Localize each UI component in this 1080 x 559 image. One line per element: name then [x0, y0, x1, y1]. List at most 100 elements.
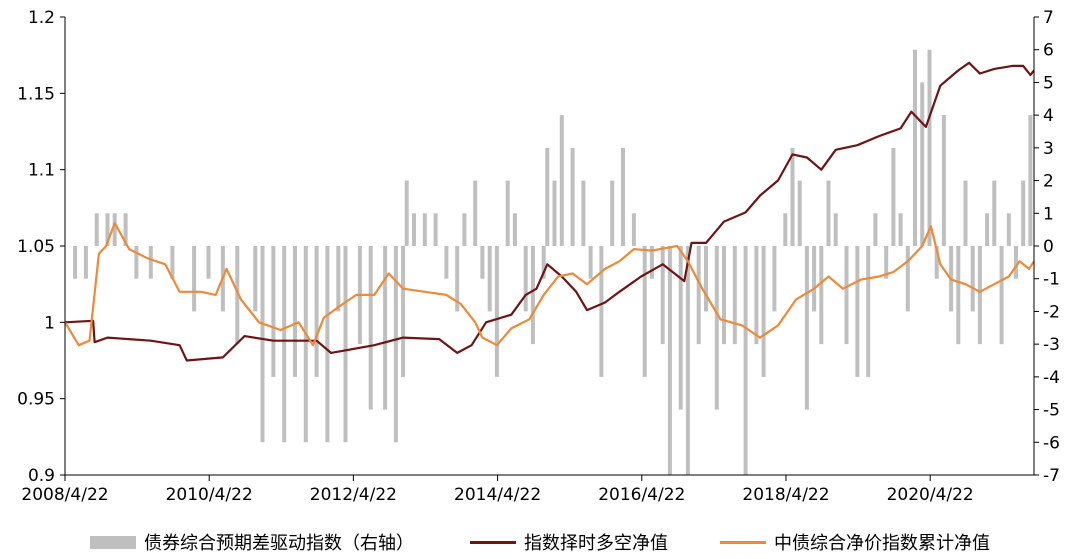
- bar-60: [696, 246, 701, 345]
- bar-83: [898, 213, 903, 246]
- bar-40: [512, 213, 517, 246]
- legend-label-drive-index: 债券综合预期差驱动指数（右轴）: [144, 533, 414, 554]
- legend-swatch-bond-index: [720, 540, 766, 544]
- bar-85: [913, 49, 917, 247]
- x-tick-label-5: 2018/4/22: [742, 485, 829, 505]
- bar-73: [812, 246, 817, 312]
- bar-98: [1006, 213, 1011, 246]
- bar-89: [941, 115, 946, 246]
- bar-61: [704, 246, 708, 312]
- chart-canvas: 0.9 0.95 1 1.05 1.1 1.15 1.2 -7 -6 -5 -4 -3 -2 -1 0 1 2 3…: [17, 8, 1060, 505]
- legend-item-drive-index: 债券综合预期差驱动指数（右轴）: [90, 529, 414, 555]
- bar-51: [610, 180, 615, 246]
- bar-88: [934, 246, 939, 279]
- bar-95: [985, 213, 990, 246]
- bar-16: [282, 246, 287, 443]
- bar-96: [992, 180, 997, 246]
- bar-30: [422, 213, 427, 246]
- bar-39: [505, 180, 510, 246]
- left-tick-label-3: 1.05: [17, 237, 55, 257]
- left-tick-label-1: 0.95: [17, 390, 55, 410]
- bar-91: [956, 246, 961, 345]
- right-tick-label-1: -6: [1043, 433, 1060, 453]
- x-tick-label-6: 2020/4/22: [887, 485, 974, 505]
- axes: 0.9 0.95 1 1.05 1.1 1.15 1.2 -7 -6 -5 -4 -3 -2 -1 0 1 2 3…: [17, 8, 1060, 505]
- right-tick-label-0: -7: [1043, 466, 1060, 486]
- bar-24: [368, 246, 373, 410]
- bar-0: [73, 246, 78, 279]
- bar-82: [891, 147, 896, 246]
- right-tick-label-5: -2: [1043, 302, 1060, 322]
- bar-78: [855, 246, 860, 377]
- bar-18: [303, 246, 308, 443]
- bar-79: [866, 246, 871, 377]
- bar-72: [804, 246, 809, 410]
- bar-3: [105, 213, 110, 246]
- bar-55: [649, 246, 654, 279]
- left-tick-label-2: 1: [44, 313, 55, 333]
- bar-57: [667, 246, 672, 475]
- line-series-1: [64, 61, 1035, 362]
- right-tick-label-9: 2: [1043, 172, 1054, 192]
- legend-swatch-timing: [470, 540, 516, 544]
- bar-27: [401, 246, 406, 377]
- right-tick-label-6: -1: [1043, 270, 1060, 290]
- left-tick-label-5: 1.15: [17, 84, 55, 104]
- bar-71: [797, 180, 802, 246]
- bar-99: [1014, 246, 1018, 279]
- right-tick-label-3: -4: [1043, 368, 1060, 388]
- bar-64: [732, 246, 737, 345]
- x-tick-label-1: 2010/4/22: [166, 485, 253, 505]
- right-tick-label-11: 4: [1043, 106, 1054, 126]
- bar-37: [487, 246, 492, 312]
- bar-49: [588, 246, 593, 279]
- bar-20: [325, 246, 330, 443]
- x-tick-label-3: 2014/4/22: [454, 485, 541, 505]
- bar-69: [783, 213, 788, 246]
- bar-46: [559, 115, 564, 246]
- bar-48: [581, 180, 586, 246]
- right-tick-label-4: -3: [1043, 335, 1060, 355]
- bar-94: [977, 246, 982, 345]
- bar-53: [631, 213, 636, 246]
- bar-47: [570, 147, 575, 246]
- legend: 债券综合预期差驱动指数（右轴） 指数择时多空净值 中债综合净价指数累计净值: [0, 523, 1080, 559]
- bar-12: [235, 246, 240, 345]
- bar-67: [761, 246, 766, 377]
- bar-65: [743, 246, 748, 475]
- bar-101: [1028, 115, 1033, 246]
- x-tick-label-4: 2016/4/22: [598, 485, 685, 505]
- x-tick-label-0: 2008/4/22: [21, 485, 108, 505]
- bar-29: [412, 213, 416, 246]
- bar-35: [473, 180, 478, 246]
- legend-item-timing: 指数择时多空净值: [470, 529, 668, 555]
- legend-swatch-bar: [90, 535, 136, 549]
- right-tick-label-2: -5: [1043, 401, 1060, 421]
- legend-label-timing: 指数择时多空净值: [524, 533, 668, 554]
- bar-21: [336, 246, 341, 312]
- left-tick-label-4: 1.1: [28, 161, 55, 181]
- bar-25: [383, 246, 388, 410]
- bar-74: [819, 246, 824, 345]
- bar-34: [462, 213, 467, 246]
- bar-5: [123, 213, 128, 246]
- bar-41: [523, 246, 528, 312]
- bar-45: [552, 180, 557, 246]
- bar-63: [722, 246, 726, 345]
- bar-68: [772, 246, 777, 312]
- bar-14: [260, 246, 265, 443]
- bar-56: [660, 246, 665, 345]
- bar-31: [433, 213, 438, 246]
- bar-100: [1021, 180, 1026, 246]
- legend-label-bond-index: 中债综合净价指数累计净值: [774, 533, 990, 554]
- bar-76: [833, 213, 838, 246]
- right-tick-label-10: 3: [1043, 139, 1054, 159]
- bar-36: [480, 246, 485, 279]
- bar-19: [314, 246, 319, 377]
- bar-7: [148, 246, 153, 279]
- bar-17: [293, 246, 297, 377]
- bar-15: [271, 246, 276, 377]
- bar-2: [94, 213, 99, 246]
- bar-97: [999, 246, 1004, 345]
- bar-86: [920, 82, 925, 247]
